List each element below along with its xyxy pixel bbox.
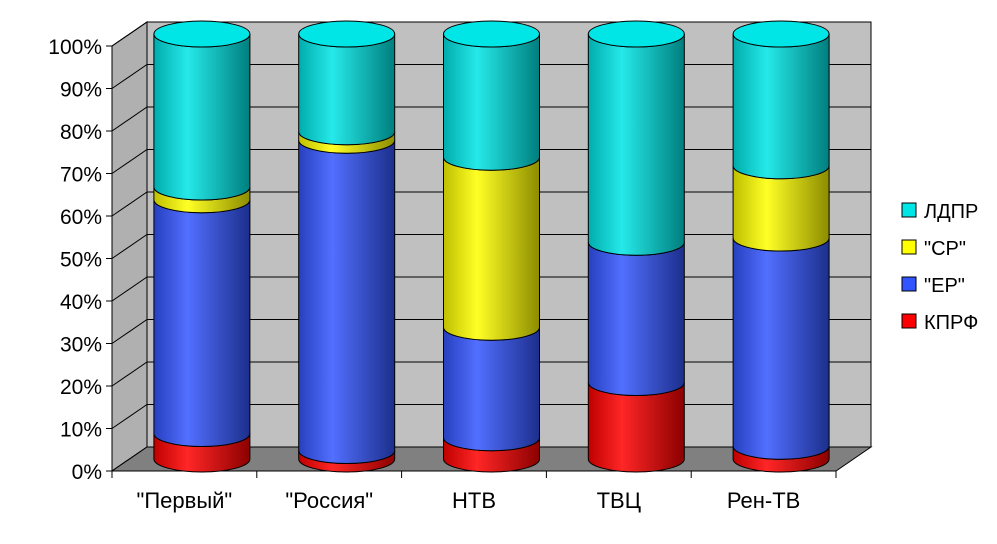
y-tick-label: 20% [60, 376, 102, 399]
bar-top-cap [153, 20, 251, 48]
y-tick-label: 30% [60, 334, 102, 357]
bar-stack [587, 20, 685, 473]
legend-label: КПРФ [924, 312, 978, 334]
bar-segment [153, 199, 251, 447]
bar-segment [732, 237, 830, 460]
x-tick-label: Рен-ТВ [727, 488, 801, 513]
legend-swatch [901, 276, 917, 292]
bar-segment [298, 33, 396, 146]
bar-stack [153, 20, 251, 473]
legend-swatch [901, 202, 917, 218]
bar-top-cap [587, 20, 685, 48]
y-tick-label: 70% [60, 164, 102, 187]
bars [153, 20, 830, 473]
legend-label: "ЕР" [924, 275, 965, 297]
x-tick-label: ТВЦ [597, 488, 641, 513]
y-tick-label: 90% [60, 79, 102, 102]
bar-stack [443, 20, 540, 473]
legend-label: ЛДПР [924, 201, 978, 223]
x-axis-labels: "Первый" "Россия" НТВ ТВЦ Рен-ТВ [111, 471, 837, 513]
bar-segment [587, 242, 685, 396]
y-axis: 0% 10% 20% 30% 40% 50% 60% 70% 80% 90% 100% [48, 36, 836, 484]
y-tick-label: 100% [48, 36, 102, 59]
bar-top-cap [443, 20, 540, 48]
y-tick-label: 10% [60, 419, 102, 442]
y-tick-label: 80% [60, 121, 102, 144]
bar-segment [587, 33, 685, 256]
legend-label: "СР" [924, 238, 966, 260]
x-tick-label: "Россия" [285, 488, 373, 513]
bar-top-cap [298, 20, 396, 48]
x-tick-label: НТВ [452, 488, 496, 513]
bar-segment [153, 33, 251, 201]
bar-segment [443, 157, 540, 341]
bar-segment [732, 33, 830, 180]
y-tick-label: 60% [60, 206, 102, 229]
bar-stack [732, 20, 830, 473]
legend-swatch [901, 239, 917, 255]
x-tick-label: "Первый" [137, 488, 233, 513]
legend-swatch [901, 313, 917, 329]
y-tick-label: 0% [72, 461, 102, 484]
bar-segment [443, 327, 540, 452]
bar-segment [298, 140, 396, 464]
legend: ЛДПР "СР" "ЕР" КПРФ [901, 201, 978, 334]
y-tick-label: 50% [60, 249, 102, 272]
y-tick-label: 40% [60, 291, 102, 314]
bar-stack [298, 20, 396, 473]
bar-segment [443, 33, 540, 171]
bar-top-cap [732, 20, 830, 48]
